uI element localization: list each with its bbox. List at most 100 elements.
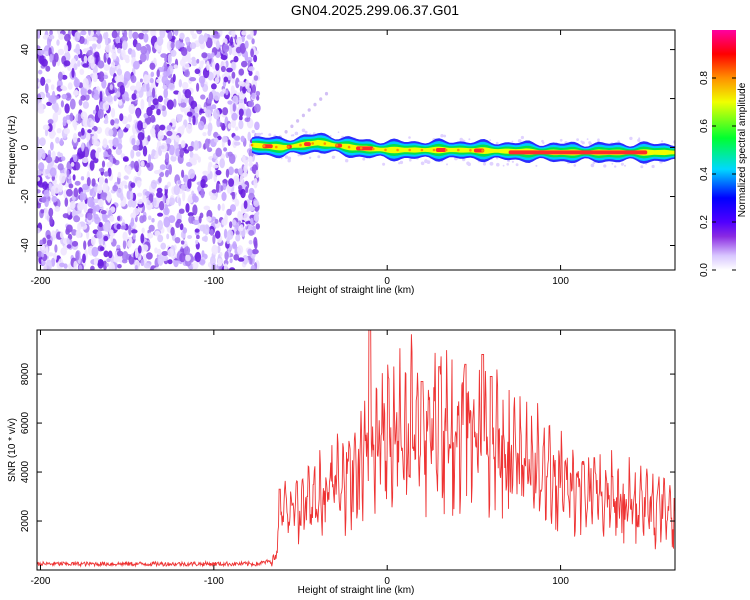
noise-speckle — [238, 184, 243, 191]
noise-speckle — [90, 36, 98, 42]
noise-speckle — [102, 182, 109, 194]
noise-speckle — [125, 97, 130, 102]
noise-speckle — [157, 234, 164, 243]
noise-speckle — [122, 156, 129, 162]
noise-speckle — [255, 169, 259, 179]
noise-speckle — [215, 169, 222, 176]
noise-speckle — [203, 106, 207, 113]
noise-speckle — [187, 178, 192, 189]
noise-speckle — [219, 158, 225, 169]
noise-speckle — [104, 115, 109, 123]
noise-speckle — [107, 167, 112, 177]
noise-speckle — [112, 137, 119, 148]
noise-speckle — [192, 219, 200, 226]
noise-speckle — [38, 162, 45, 172]
noise-speckle — [58, 33, 64, 40]
noise-speckle — [105, 262, 109, 267]
noise-speckle — [229, 36, 234, 46]
noise-speckle — [203, 205, 211, 211]
noise-speckle — [228, 153, 236, 164]
noise-speckle — [179, 59, 186, 67]
signal-core-dot — [262, 144, 266, 148]
noise-speckle — [54, 206, 61, 212]
signal-halo-dot — [443, 134, 447, 138]
noise-speckle — [50, 141, 54, 151]
snr-xtick-label: -200 — [30, 576, 50, 587]
noise-speckle — [41, 196, 46, 203]
noise-speckle — [104, 44, 112, 53]
noise-speckle — [136, 180, 142, 188]
noise-speckle — [143, 33, 149, 43]
spectrogram-xtick-label: 0 — [384, 276, 390, 287]
noise-speckle — [117, 264, 122, 269]
noise-speckle — [98, 176, 105, 185]
snr-ytick-label: 8000 — [20, 363, 31, 386]
noise-speckle — [59, 138, 64, 147]
noise-speckle — [240, 135, 245, 143]
noise-speckle — [148, 154, 151, 164]
signal-halo-dot — [511, 160, 514, 163]
noise-speckle — [107, 148, 112, 155]
signal-core-segment — [356, 146, 374, 151]
noise-speckle — [124, 184, 128, 189]
noise-speckle — [108, 139, 113, 144]
noise-speckle — [153, 267, 161, 270]
noise-speckle — [154, 247, 158, 254]
noise-speckle — [130, 149, 135, 159]
noise-speckle — [37, 189, 41, 194]
signal-halo-dot — [287, 159, 291, 163]
noise-speckle — [79, 68, 85, 75]
noise-speckle — [111, 30, 118, 39]
noise-speckle — [159, 30, 166, 39]
signal-core-dot — [444, 148, 448, 152]
noise-speckle — [247, 248, 253, 256]
noise-speckle — [57, 48, 65, 56]
signal-halo-dot — [495, 141, 499, 145]
noise-speckle — [247, 131, 251, 142]
snr-xtick-label: -100 — [204, 576, 224, 587]
noise-speckle — [167, 53, 172, 65]
noise-speckle — [198, 34, 205, 45]
noise-speckle — [203, 124, 209, 130]
noise-speckle — [166, 124, 172, 131]
noise-speckle — [77, 60, 81, 67]
noise-speckle — [140, 98, 145, 110]
noise-speckle — [215, 147, 222, 157]
noise-speckle — [139, 78, 143, 83]
noise-speckle — [108, 262, 115, 270]
noise-speckle — [47, 119, 54, 125]
noise-speckle — [73, 63, 78, 71]
noise-speckle — [251, 248, 259, 255]
noise-speckle — [231, 112, 238, 121]
noise-speckle — [189, 42, 197, 50]
noise-speckle — [214, 230, 221, 239]
noise-speckle — [140, 45, 148, 55]
noise-speckle — [91, 246, 99, 257]
noise-speckle — [231, 61, 236, 71]
noise-speckle — [61, 156, 66, 162]
signal-core-dot — [408, 148, 412, 152]
snr-ytick-label: 4000 — [20, 460, 31, 483]
noise-speckle — [50, 95, 57, 105]
noise-speckle — [51, 195, 58, 203]
noise-speckle — [102, 260, 108, 270]
noise-speckle — [127, 240, 132, 248]
noise-speckle — [48, 182, 52, 190]
noise-speckle — [157, 248, 162, 256]
signal-halo-dot — [382, 162, 386, 166]
noise-speckle — [64, 44, 69, 53]
noise-speckle — [251, 92, 256, 100]
noise-speckle — [110, 119, 115, 126]
spectrogram-ytick-label: -20 — [20, 189, 31, 204]
noise-speckle — [239, 224, 244, 232]
noise-speckle — [168, 83, 175, 91]
noise-speckle — [74, 180, 81, 186]
noise-speckle — [124, 165, 132, 174]
noise-speckle — [102, 96, 108, 102]
noise-speckle — [253, 177, 258, 189]
signal-halo-dot — [637, 138, 641, 142]
noise-speckle — [75, 229, 82, 239]
noise-speckle — [90, 236, 96, 246]
noise-speckle — [92, 207, 96, 216]
faint-streak-dot — [307, 108, 311, 112]
